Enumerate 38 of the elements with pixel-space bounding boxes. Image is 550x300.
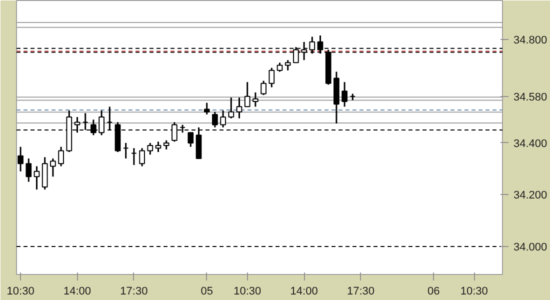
candlestick [122,142,129,160]
x-tick-label: 10:30 [460,286,488,298]
candlestick [236,96,242,120]
candlestick [212,111,218,128]
x-tick-label: 17:30 [120,286,148,298]
y-tick-label: 34.580 [514,91,548,104]
candlestick [342,81,348,108]
candlestick [220,110,226,128]
y-tick-label: 34.000 [514,242,548,254]
candlestick [139,147,145,167]
candlestick [244,81,250,108]
candlestick [252,92,258,108]
candlestick [284,59,291,72]
candlestick [50,158,56,178]
candlestick [276,62,283,72]
candlestick [260,80,266,96]
candlestick [26,158,32,183]
candlestick [131,147,137,166]
candlestick [268,67,275,88]
x-tick-label: 05 [200,286,213,298]
candlestick [34,165,40,190]
candlestick [58,146,64,167]
candlestick [147,142,154,156]
y-tick-label: 34.200 [514,190,548,202]
x-tick-label: 14:00 [63,286,92,298]
y-tick-label: 34.400 [514,138,548,150]
candlestick [155,140,162,153]
x-tick-label: 10:30 [234,286,262,298]
candlestick [163,140,170,150]
candlestick [18,146,24,172]
candlestick [204,102,210,116]
candlestick [42,156,48,190]
candlestick [228,96,234,120]
x-tick-label: 17:30 [346,286,375,298]
x-tick-label: 14:00 [290,286,318,298]
y-tick-label: 34.800 [514,34,548,46]
x-tick-label: 10:30 [6,286,34,298]
x-tick-label: 06 [428,286,440,298]
